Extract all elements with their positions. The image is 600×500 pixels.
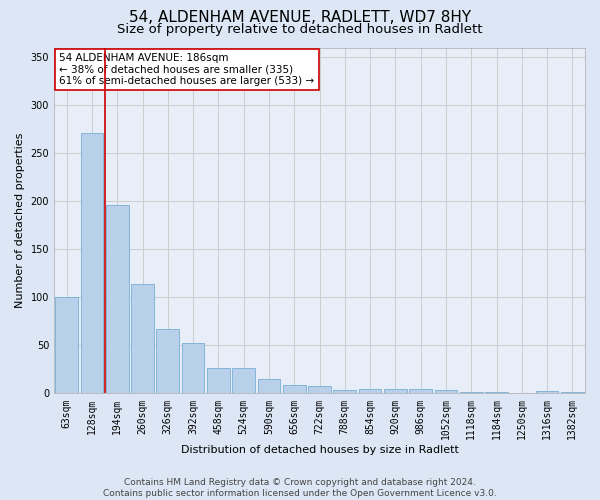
Text: 54 ALDENHAM AVENUE: 186sqm
← 38% of detached houses are smaller (335)
61% of sem: 54 ALDENHAM AVENUE: 186sqm ← 38% of deta… [59, 52, 314, 86]
Bar [283, 385, 305, 394]
Bar [561, 392, 584, 394]
Bar [55, 298, 78, 394]
Bar [460, 392, 482, 394]
Bar [257, 379, 280, 394]
Bar [308, 386, 331, 394]
Bar [334, 390, 356, 394]
Bar [485, 392, 508, 394]
Bar [409, 388, 432, 394]
Bar [131, 284, 154, 394]
Bar [106, 205, 128, 394]
Bar [232, 368, 255, 394]
Bar [536, 390, 559, 394]
Bar [359, 388, 382, 394]
Bar [182, 342, 205, 394]
Bar [434, 390, 457, 394]
Bar [384, 388, 407, 394]
Text: Size of property relative to detached houses in Radlett: Size of property relative to detached ho… [117, 22, 483, 36]
Bar [207, 368, 230, 394]
Y-axis label: Number of detached properties: Number of detached properties [15, 133, 25, 308]
Bar [80, 133, 103, 394]
Text: Contains HM Land Registry data © Crown copyright and database right 2024.
Contai: Contains HM Land Registry data © Crown c… [103, 478, 497, 498]
Bar [157, 329, 179, 394]
X-axis label: Distribution of detached houses by size in Radlett: Distribution of detached houses by size … [181, 445, 458, 455]
Text: 54, ALDENHAM AVENUE, RADLETT, WD7 8HY: 54, ALDENHAM AVENUE, RADLETT, WD7 8HY [129, 10, 471, 25]
